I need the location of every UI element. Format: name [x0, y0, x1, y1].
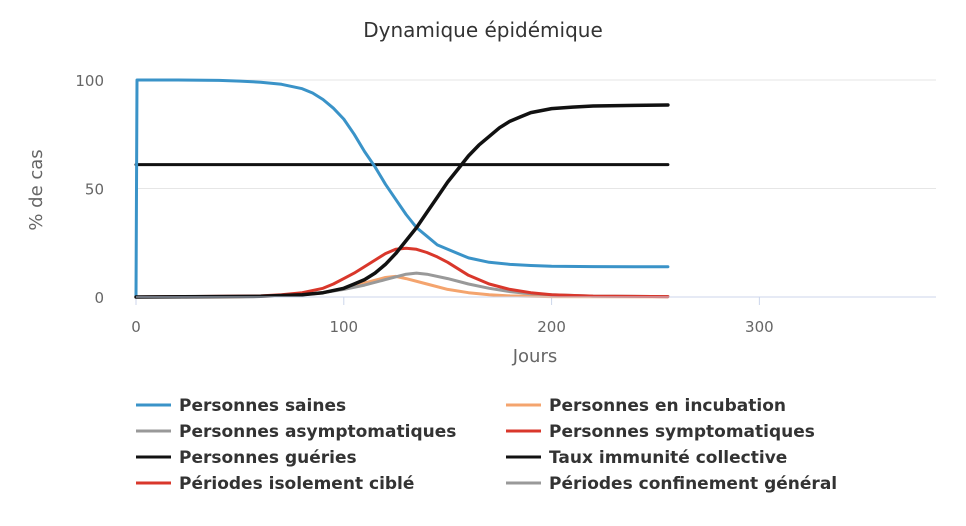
series-line-3	[134, 246, 670, 299]
series-line-0	[134, 78, 670, 299]
chart-title: Dynamique épidémique	[363, 18, 603, 42]
legend-item[interactable]: Personnes en incubation	[506, 396, 786, 416]
legend-item[interactable]: Personnes guéries	[136, 448, 357, 468]
legend-item[interactable]: Périodes isolement ciblé	[136, 474, 414, 494]
x-tick-label: 200	[537, 318, 566, 336]
legend-item[interactable]: Personnes asymptomatiques	[136, 422, 456, 442]
y-tick-label: 100	[75, 72, 104, 90]
legend-item[interactable]: Personnes saines	[136, 396, 346, 416]
legend-label: Taux immunité collective	[549, 448, 787, 468]
y-tick-label: 50	[85, 181, 104, 199]
legend: Personnes saines Personnes en incubation P…	[136, 396, 837, 494]
x-tick-label: 100	[329, 318, 358, 336]
grid-lines	[136, 79, 936, 189]
legend-label: Personnes symptomatiques	[549, 422, 815, 442]
x-tick-label: 0	[131, 318, 141, 336]
legend-label: Périodes isolement ciblé	[179, 474, 414, 494]
series-line-2	[134, 271, 670, 299]
legend-item[interactable]: Taux immunité collective	[506, 448, 787, 468]
legend-label: Périodes confinement général	[549, 474, 837, 494]
x-axis-ticks: 0 100 200 300	[131, 297, 774, 336]
series-line-4	[134, 103, 670, 299]
series-lines	[134, 78, 670, 299]
series-line-1	[134, 274, 670, 299]
legend-label: Personnes en incubation	[549, 396, 786, 416]
legend-item[interactable]: Personnes symptomatiques	[506, 422, 815, 442]
x-tick-label: 300	[745, 318, 774, 336]
x-axis-title: Jours	[512, 346, 558, 367]
legend-label: Personnes saines	[179, 396, 346, 416]
y-tick-label: 0	[94, 289, 104, 307]
legend-item[interactable]: Périodes confinement général	[506, 474, 837, 494]
y-axis-ticks: 0 50 100	[75, 72, 104, 307]
legend-label: Personnes asymptomatiques	[179, 422, 456, 442]
legend-label: Personnes guéries	[179, 448, 357, 468]
y-axis-title: % de cas	[26, 149, 47, 230]
